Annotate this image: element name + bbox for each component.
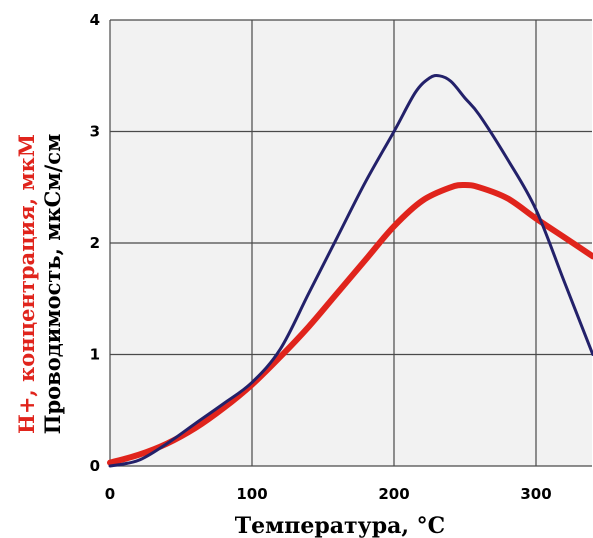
x-tick-label-300: 300: [520, 485, 551, 503]
x-tick-label-100: 100: [236, 485, 267, 503]
x-axis-label: Температура, °C: [235, 513, 445, 538]
y-tick-label-4: 4: [90, 11, 100, 29]
y-tick-label-3: 3: [90, 123, 100, 141]
series-group: [107, 73, 593, 468]
series-line-h_concentration: [107, 181, 593, 466]
y-axis-label-primary: H+, концентрация, мкМ: [14, 134, 39, 434]
x-tick-label-200: 200: [378, 485, 409, 503]
y-tick-label-0: 0: [90, 457, 100, 475]
y-axis-label-secondary: Проводимость, мкСм/см: [40, 134, 65, 435]
y-tick-label-2: 2: [90, 234, 100, 252]
x-tick-labels: 0 100 200 300: [105, 485, 552, 503]
grid: [109, 19, 592, 467]
series-line-conductivity: [108, 73, 593, 468]
y-tick-labels: 0 1 2 3 4: [90, 11, 100, 475]
y-tick-label-1: 1: [90, 346, 100, 364]
x-tick-label-0: 0: [105, 485, 115, 503]
